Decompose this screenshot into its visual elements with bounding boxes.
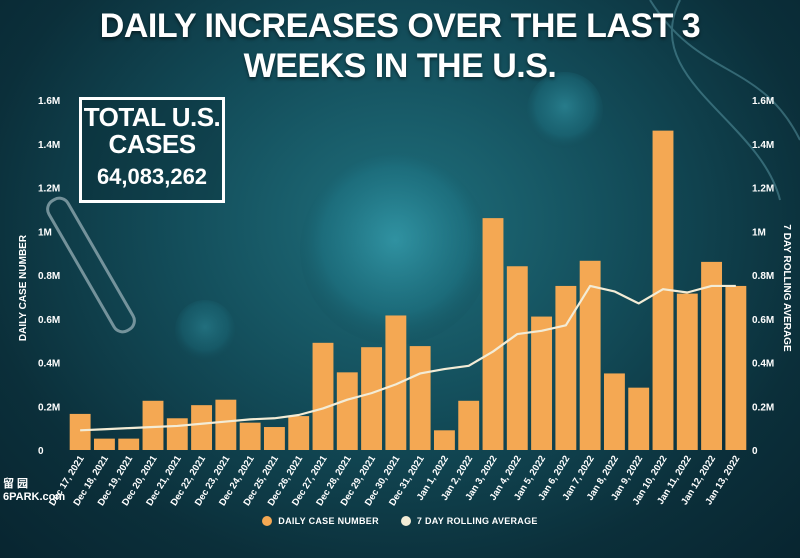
y-tick-label-right: 0 bbox=[752, 446, 758, 457]
test-tube-icon bbox=[46, 196, 136, 334]
watermark-line-1: 留 园 bbox=[3, 478, 29, 490]
y-tick-label-left: 1.6M bbox=[38, 96, 60, 107]
virus-icon bbox=[175, 300, 235, 360]
y-tick-label-right: 0.6M bbox=[752, 315, 774, 326]
bar-series bbox=[69, 130, 747, 450]
y-tick-label-left: 0 bbox=[38, 446, 44, 457]
y-tick-label-right: 1.6M bbox=[752, 96, 774, 107]
legend-label-average: 7 DAY ROLLING AVERAGE bbox=[416, 516, 538, 526]
bar bbox=[288, 416, 310, 450]
bar bbox=[555, 285, 577, 450]
dna-icon bbox=[649, 0, 800, 201]
y-axis-left: 0 0.2M 0.4M 0.6M 0.8M 1M 1.2M 1.4M 1.6M bbox=[38, 96, 60, 457]
bar bbox=[482, 218, 504, 450]
watermark-line-2: 6PARK.com bbox=[3, 491, 66, 503]
bar bbox=[506, 266, 528, 450]
y-tick-label-right: 1.4M bbox=[752, 140, 774, 151]
bar bbox=[312, 342, 334, 450]
bar bbox=[263, 427, 285, 450]
bar bbox=[215, 399, 237, 450]
y-axis-right: 0 0.2M 0.4M 0.6M 0.8M 1M 1.2M 1.4M 1.6M bbox=[752, 96, 774, 457]
legend-item-average: 7 DAY ROLLING AVERAGE bbox=[400, 516, 538, 526]
chart-title: DAILY INCREASES OVER THE LAST 3 WEEKS IN… bbox=[99, 7, 701, 85]
legend-swatch-daily bbox=[262, 516, 273, 526]
legend-swatch-average bbox=[400, 516, 411, 526]
bar bbox=[239, 422, 261, 450]
bar bbox=[361, 347, 383, 450]
bar bbox=[191, 405, 213, 450]
total-cases-value: 64,083,262 bbox=[96, 164, 208, 189]
bar bbox=[409, 346, 431, 450]
bar bbox=[118, 438, 140, 450]
bar bbox=[142, 400, 164, 450]
bar bbox=[701, 261, 723, 450]
y-tick-label-left: 1.4M bbox=[38, 140, 60, 151]
bar bbox=[458, 400, 480, 450]
y-tick-label-left: 0.8M bbox=[38, 271, 60, 282]
bar bbox=[385, 315, 407, 450]
legend: DAILY CASE NUMBER 7 DAY ROLLING AVERAGE bbox=[0, 516, 800, 526]
bar bbox=[531, 316, 553, 450]
y-tick-label-right: 0.4M bbox=[752, 359, 774, 370]
y-tick-label-right: 0.2M bbox=[752, 402, 774, 413]
virus-icon bbox=[527, 72, 603, 148]
y-tick-label-left: 1.2M bbox=[38, 184, 60, 195]
bar bbox=[603, 373, 625, 450]
bar bbox=[433, 430, 455, 450]
legend-label-daily: DAILY CASE NUMBER bbox=[278, 516, 379, 526]
y-axis-title-left: DAILY CASE NUMBER bbox=[18, 234, 29, 341]
y-tick-label-left: 0.4M bbox=[38, 359, 60, 370]
bar bbox=[93, 438, 115, 450]
y-tick-label-left: 1M bbox=[38, 227, 52, 238]
y-tick-label-left: 0.2M bbox=[38, 402, 60, 413]
y-tick-label-right: 0.8M bbox=[752, 271, 774, 282]
legend-item-daily: DAILY CASE NUMBER bbox=[262, 516, 379, 526]
bar bbox=[725, 285, 747, 450]
y-tick-label-right: 1M bbox=[752, 227, 766, 238]
bar bbox=[166, 418, 188, 450]
y-tick-label-left: 0.6M bbox=[38, 315, 60, 326]
watermark: 留 园 6PARK.com bbox=[3, 478, 65, 504]
bar bbox=[336, 372, 358, 450]
bar bbox=[676, 293, 698, 450]
total-cases-box: TOTAL U.S. CASES 64,083,262 bbox=[79, 97, 225, 203]
bar bbox=[628, 387, 650, 450]
y-tick-label-right: 1.2M bbox=[752, 184, 774, 195]
y-axis-title-right: 7 DAY ROLLING AVERAGE bbox=[781, 224, 792, 352]
rolling-average-series bbox=[80, 284, 736, 432]
rolling-average-line bbox=[80, 284, 736, 432]
virus-icon bbox=[300, 155, 490, 345]
bar bbox=[69, 413, 91, 450]
bar bbox=[579, 260, 601, 450]
total-cases-label: TOTAL U.S. CASES bbox=[83, 102, 221, 159]
